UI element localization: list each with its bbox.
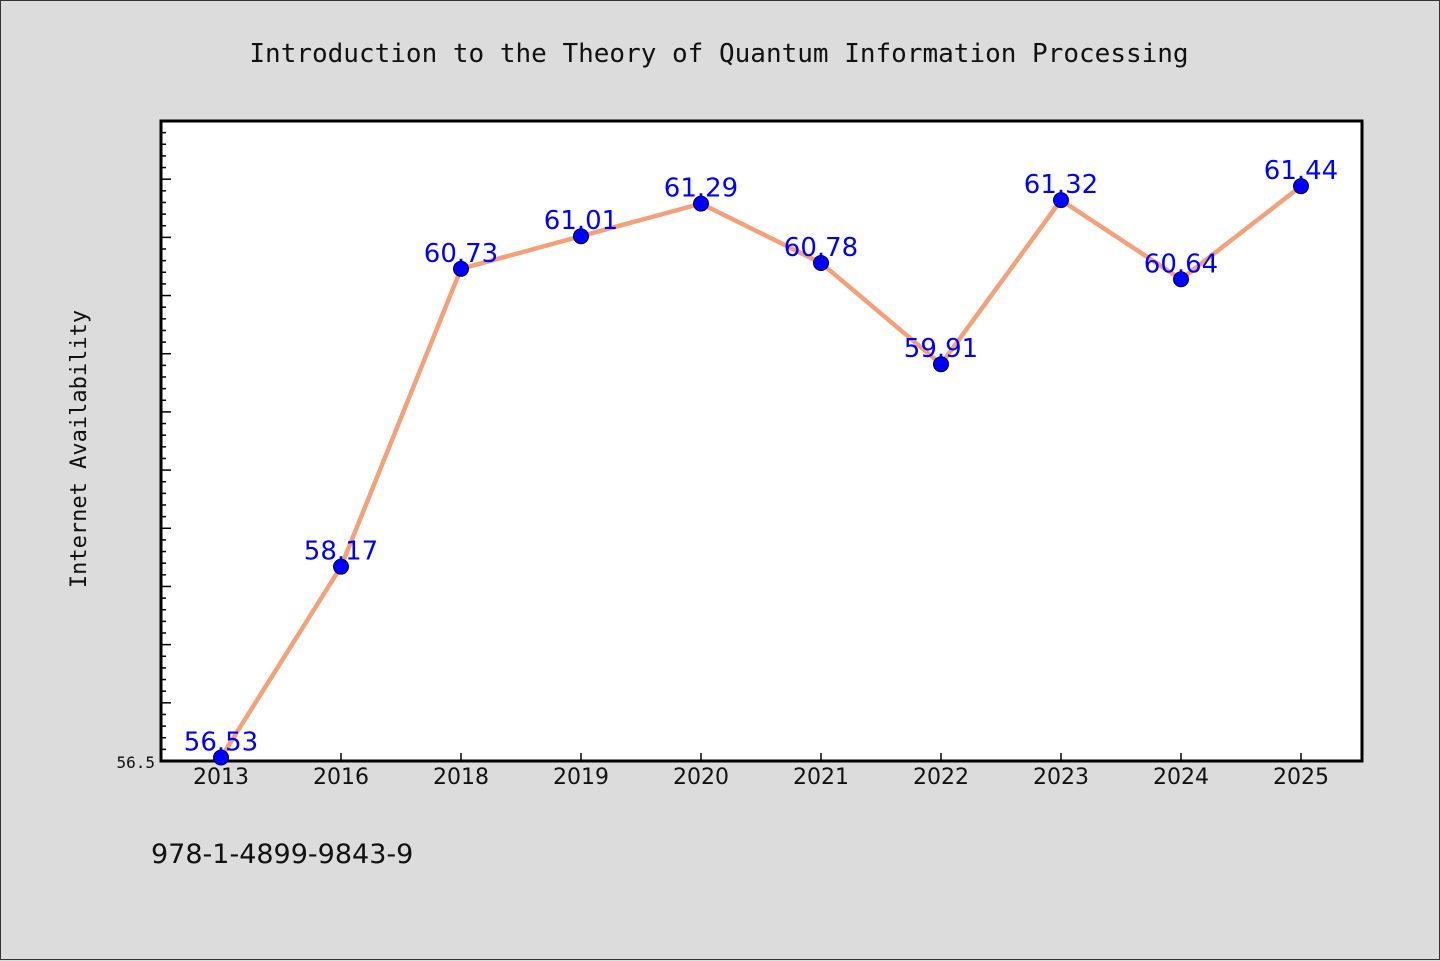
data-point [1053,192,1069,209]
data-label: 61.01 [544,206,618,236]
series-line [219,184,1303,759]
x-tick-label: 2018 [433,765,489,790]
data-label: 56.53 [184,728,258,758]
data-label: 60.64 [1144,249,1218,279]
data-label: 59.91 [904,334,978,364]
data-label: 60.73 [424,239,498,269]
x-tick-label: 2023 [1033,765,1089,790]
y-axis-label: Internet Availability [67,310,92,588]
plot-area [159,119,1364,763]
x-tick-label: 2020 [673,765,729,790]
x-tick-label: 2024 [1153,765,1209,790]
data-point [693,195,709,212]
data-label: 58.17 [304,537,378,567]
data-point [453,260,469,277]
data-point [813,254,829,271]
x-tick-label: 2013 [193,765,249,790]
data-point [573,228,589,245]
x-tick-label: 2019 [553,765,609,790]
data-point [1293,178,1309,195]
isbn-text: 978-1-4899-9843-9 [151,839,413,870]
x-tick-label: 2021 [793,765,849,790]
x-tick-label: 2025 [1273,765,1329,790]
data-labels: 56.53 58.17 60.73 61.01 61.29 60.78 59.91 61.32… [184,156,1338,757]
chart-title: Introduction to the Theory of Quantum In… [249,39,1188,69]
data-label: 61.32 [1024,170,1098,200]
data-point [213,749,229,766]
data-point [933,356,949,373]
data-point [1173,271,1189,288]
data-label: 61.29 [664,174,738,204]
x-axis-ticks: 2013 2016 2018 2019 2020 2021 2022 2023 2024 2025 [193,753,1329,790]
x-tick-label: 2016 [313,765,369,790]
y-axis-ticks [161,120,171,762]
x-tick-label: 2022 [913,765,969,790]
data-label: 60.78 [784,233,858,263]
data-point [333,558,349,575]
data-markers [213,178,1309,766]
y-tick-label: 56.5 [116,753,155,772]
data-label: 61.44 [1264,156,1338,186]
